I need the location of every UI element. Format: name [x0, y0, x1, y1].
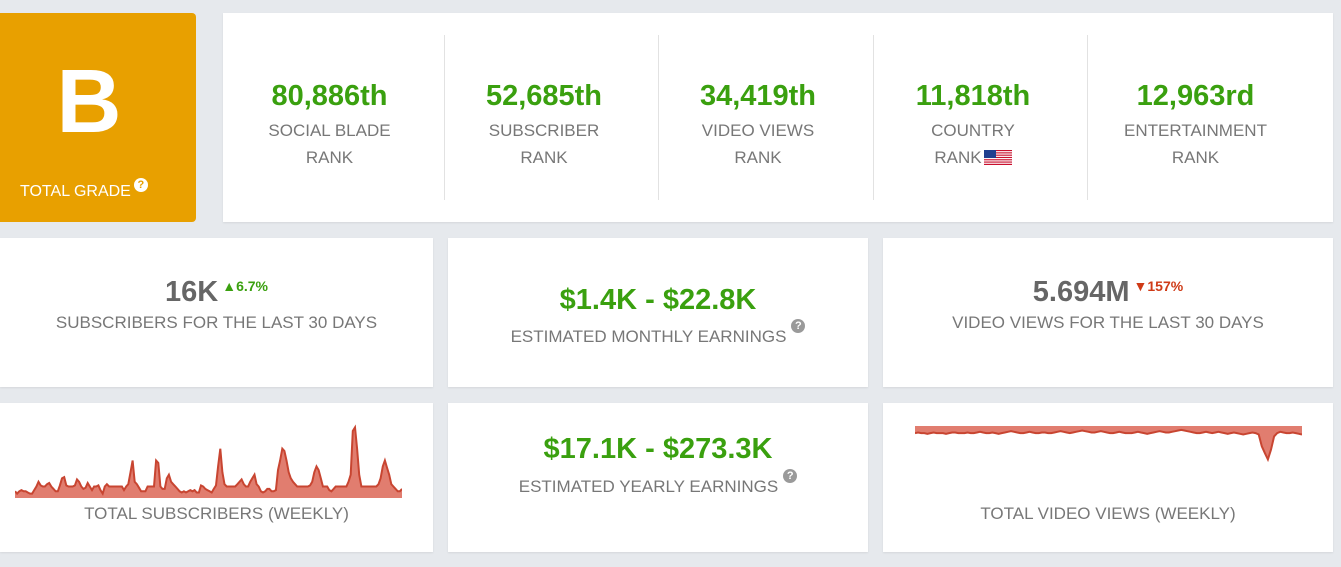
rank-label-line2: RANK	[934, 148, 982, 167]
monthly-earnings-value: $1.4K - $22.8K	[559, 284, 757, 316]
divider	[1087, 35, 1088, 200]
rank-value: 52,685th	[485, 80, 603, 112]
rank-label: VIDEO VIEWS RANK	[659, 117, 857, 171]
rank-label-line1: SUBSCRIBER	[488, 121, 600, 140]
down-arrow-icon: ▼	[1133, 278, 1148, 294]
ranks-card: 80,886th SOCIAL BLADE RANK 52,685th SUBSC…	[223, 13, 1333, 222]
views-weekly-label: TOTAL VIDEO VIEWS (WEEKLY)	[980, 504, 1236, 523]
rank-label: SOCIAL BLADE RANK	[223, 117, 436, 171]
total-grade-label: TOTAL GRADE?	[20, 178, 148, 201]
views-30-change: 157%	[1147, 278, 1184, 294]
change-indicator: ▼157%	[1134, 278, 1184, 294]
rank-label: SUBSCRIBER RANK	[445, 117, 643, 171]
rank-label-line1: COUNTRY	[931, 121, 1015, 140]
rank-value: 12,963rd	[1136, 80, 1255, 112]
yearly-earnings-label-row: ESTIMATED YEARLY EARNINGS?	[448, 469, 868, 497]
views-weekly-chart-card: TOTAL VIDEO VIEWS (WEEKLY)	[883, 403, 1333, 552]
question-circle-icon[interactable]: ?	[791, 319, 806, 333]
us-flag-icon	[983, 149, 1012, 165]
rank-label-line2: RANK	[520, 148, 568, 167]
subs-30-change: 6.7%	[236, 278, 268, 294]
subs-30-value-row: 16K ▲6.7%	[0, 276, 433, 309]
subs-30-label: SUBSCRIBERS FOR THE LAST 30 DAYS	[55, 313, 378, 332]
total-grade-text: TOTAL GRADE	[20, 183, 131, 200]
up-arrow-icon: ▲	[222, 278, 237, 294]
yearly-earnings-value: $17.1K - $273.3K	[543, 433, 773, 465]
divider	[444, 35, 445, 200]
change-indicator: ▲6.7%	[222, 278, 268, 294]
rank-country: 11,818th COUNTRY RANK	[874, 35, 1072, 200]
rank-label-line1: VIDEO VIEWS	[701, 121, 815, 140]
rank-label-line2: RANK	[1171, 148, 1220, 167]
question-circle-icon[interactable]: ?	[783, 469, 798, 483]
rank-label: ENTERTAINMENT RANK	[1088, 117, 1303, 171]
subs-weekly-chart-card: TOTAL SUBSCRIBERS (WEEKLY)	[0, 403, 433, 552]
rank-subscriber: 52,685th SUBSCRIBER RANK	[445, 35, 643, 200]
monthly-earnings-label-row: ESTIMATED MONTHLY EARNINGS?	[448, 319, 868, 347]
yearly-earnings-card: $17.1K - $273.3K ESTIMATED YEARLY EARNIN…	[448, 403, 868, 552]
views-30-days-card: 5.694M ▼157% VIDEO VIEWS FOR THE LAST 30 …	[883, 238, 1333, 387]
monthly-earnings-label: ESTIMATED MONTHLY EARNINGS	[510, 327, 787, 346]
question-circle-icon[interactable]: ?	[133, 178, 148, 192]
views-30-value-row: 5.694M ▼157%	[883, 276, 1333, 309]
monthly-earnings-card: $1.4K - $22.8K ESTIMATED MONTHLY EARNING…	[448, 238, 868, 387]
sparkline-area	[915, 426, 1302, 460]
yearly-earnings-label: ESTIMATED YEARLY EARNINGS	[518, 477, 779, 496]
views-weekly-sparkline	[915, 426, 1302, 463]
grade-letter: B	[56, 52, 122, 152]
rank-entertainment: 12,963rd ENTERTAINMENT RANK	[1088, 35, 1303, 200]
views-30-value: 5.694M	[1032, 276, 1130, 308]
subs-weekly-sparkline	[15, 424, 402, 498]
sparkline-area	[15, 427, 402, 498]
rank-label-line1: SOCIAL BLADE	[268, 121, 391, 140]
sparkline-line	[15, 424, 402, 497]
subs-weekly-label: TOTAL SUBSCRIBERS (WEEKLY)	[84, 504, 349, 523]
rank-social-blade: 80,886th SOCIAL BLADE RANK	[223, 35, 436, 200]
subs-30-days-card: 16K ▲6.7% SUBSCRIBERS FOR THE LAST 30 DAY…	[0, 238, 433, 387]
rank-value: 11,818th	[915, 80, 1031, 112]
divider	[873, 35, 874, 200]
rank-video-views: 34,419th VIDEO VIEWS RANK	[659, 35, 857, 200]
rank-label: COUNTRY RANK	[874, 117, 1072, 171]
rank-value: 80,886th	[271, 80, 388, 112]
views-30-label: VIDEO VIEWS FOR THE LAST 30 DAYS	[952, 313, 1264, 332]
total-grade-card: B TOTAL GRADE?	[0, 13, 196, 222]
rank-label-line2: RANK	[305, 148, 354, 167]
subs-30-value: 16K	[165, 276, 219, 308]
divider	[658, 35, 659, 200]
rank-label-line2: RANK	[734, 148, 782, 167]
rank-value: 34,419th	[699, 80, 817, 112]
rank-label-line1: ENTERTAINMENT	[1124, 121, 1267, 140]
sparkline-line	[915, 428, 1302, 463]
